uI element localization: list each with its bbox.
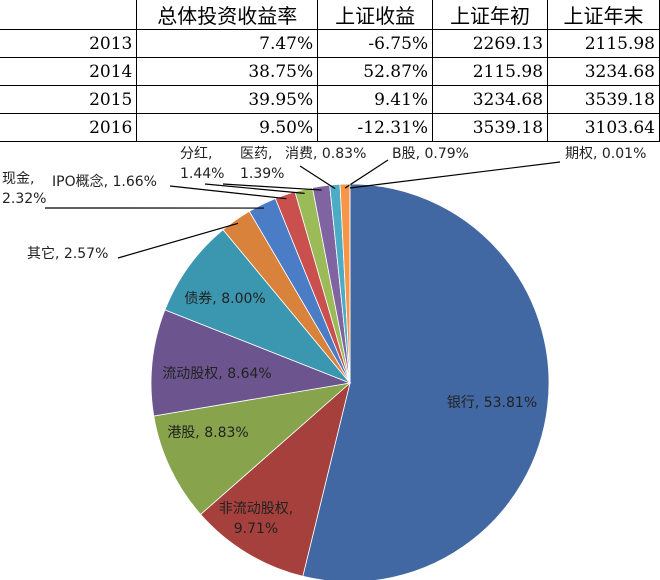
header-cell: 总体投资收益率 <box>136 0 319 30</box>
table-cell: 2016 <box>0 113 138 142</box>
data-label: 期权, 0.01% <box>565 146 646 162</box>
label-line: 其它, 2.57% <box>27 245 108 262</box>
data-label: B股, 0.79% <box>392 146 469 162</box>
label-line: 分红, <box>180 146 212 162</box>
data-label: IPO概念, 1.66% <box>52 173 157 190</box>
table-cell: 3539.18 <box>432 113 549 142</box>
table-cell: 3234.68 <box>547 57 660 86</box>
table-row: 2015 39.95% 9.41% 3234.68 3539.18 <box>0 85 660 114</box>
table-cell: 3103.64 <box>547 113 660 142</box>
pie-slice <box>150 309 352 417</box>
label-line: 港股, 8.83% <box>167 425 248 441</box>
data-label: 港股, 8.83% <box>167 425 248 441</box>
label-line: 9.71% <box>234 521 278 537</box>
table-cell: 52.87% <box>317 57 434 86</box>
table-cell: -12.31% <box>317 113 434 142</box>
table-cell: 38.75% <box>136 57 319 86</box>
pie-slice <box>153 382 352 515</box>
table-cell: 2269.13 <box>432 29 549 58</box>
label-line: 债券, 8.00% <box>184 291 265 307</box>
leader-line <box>204 183 305 194</box>
pie-slice <box>302 183 550 580</box>
table-row: 2013 7.47% -6.75% 2269.13 2115.98 <box>0 29 660 58</box>
label-line: 消费, 0.83% <box>285 146 366 162</box>
leader-line <box>299 165 336 190</box>
label-line: 1.44% <box>180 166 224 182</box>
leader-line <box>117 222 239 259</box>
table-cell: 2115.98 <box>432 57 549 86</box>
data-label: 消费, 0.83% <box>285 146 366 162</box>
table-row: 2014 38.75% 52.87% 2115.98 3234.68 <box>0 57 660 86</box>
table-cell: 9.50% <box>136 113 319 142</box>
data-label: 债券, 8.00% <box>184 291 265 307</box>
pie-slice <box>164 229 351 384</box>
data-label: 银行, 53.81% <box>447 395 537 411</box>
data-label: 非流动股权, 9.71% <box>219 501 293 537</box>
label-line: 银行, 53.81% <box>447 395 537 411</box>
leader-line <box>349 161 561 189</box>
data-label: 现金, 2.32% <box>2 171 46 207</box>
leader-line <box>344 159 389 189</box>
summary-table: 总体投资收益率 上证收益 上证年初 上证年末 2013 7.47% -6.75% 2269.… <box>0 0 660 142</box>
leader-line <box>222 183 322 191</box>
data-label: 医药, 1.39% <box>240 146 284 182</box>
data-label: 其它, 2.57% <box>27 245 108 262</box>
label-line: 期权, 0.01% <box>565 146 646 162</box>
table-row: 2016 9.50% -12.31% 3539.18 3103.64 <box>0 113 660 142</box>
label-line: 1.39% <box>240 166 284 182</box>
data-label: 分红, 1.44% <box>180 146 224 182</box>
pie-slice <box>199 381 351 577</box>
table-cell: 2014 <box>0 57 138 86</box>
label-line: 医药, <box>240 146 272 162</box>
data-label: 流动股权, 8.64% <box>162 366 271 382</box>
label-line: 2.32% <box>2 191 46 207</box>
label-line: 现金, <box>2 171 34 187</box>
leader-line <box>169 185 287 200</box>
header-cell: 上证年末 <box>547 0 660 30</box>
label-line: B股, 0.79% <box>392 146 469 162</box>
label-line: 非流动股权, <box>219 501 293 517</box>
label-line: 流动股权, 8.64% <box>162 366 271 382</box>
table-cell: -6.75% <box>317 29 434 58</box>
table-cell: 3539.18 <box>547 85 660 114</box>
label-line: IPO概念, 1.66% <box>52 173 157 190</box>
